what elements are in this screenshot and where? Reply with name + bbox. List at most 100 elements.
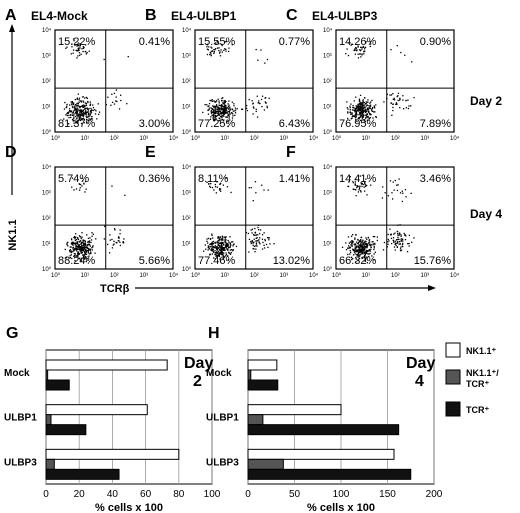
x-tick-label: 10² xyxy=(110,136,119,142)
plot-frame xyxy=(45,349,213,485)
bar-mock-series-0 xyxy=(45,359,168,371)
panel-letter: B xyxy=(145,7,157,24)
quadrant-ul-value: 14.41% xyxy=(339,173,377,185)
x-axis-label: % cells x 100 xyxy=(307,502,375,513)
bar-ulbp1-series-2 xyxy=(247,424,400,436)
x-tick-label: 10² xyxy=(250,136,259,142)
x-tick-label: 40 xyxy=(107,489,119,500)
quadrant-ul-value: 8.11% xyxy=(198,173,229,185)
x-tick-label: 0 xyxy=(245,489,251,500)
legend-item: TCR⁺ xyxy=(445,401,489,417)
y-tick-label: 10¹ xyxy=(42,105,51,111)
x-tick-label: 10⁴ xyxy=(450,135,460,142)
x-tick-label: 10⁰ xyxy=(51,135,61,142)
y-tick-label: 10² xyxy=(42,79,51,85)
category-label: ULBP3 xyxy=(4,457,37,468)
panel-title: EL4-Mock xyxy=(31,9,88,23)
x-tick-label: 10³ xyxy=(421,136,430,142)
y-tick-label: 10² xyxy=(42,216,51,222)
category-label: Mock xyxy=(206,368,232,379)
legend-item: NK1.1⁺ xyxy=(445,342,497,358)
x-tick-label: 10³ xyxy=(421,273,430,279)
y-tick-label: 10¹ xyxy=(42,242,51,248)
bar-ulbp3-series-0 xyxy=(45,448,180,460)
panel-letter: C xyxy=(286,7,298,24)
bar-ulbp3-series-1 xyxy=(247,458,284,470)
category-label: Mock xyxy=(4,368,30,379)
y-tick-label: 10³ xyxy=(182,191,191,197)
quadrant-lr-value: 3.00% xyxy=(139,118,170,130)
bar-ulbp1-series-1 xyxy=(45,414,52,426)
panel-letter: E xyxy=(145,144,156,161)
event-dots xyxy=(203,177,275,262)
quadrant-ul-value: 14.26% xyxy=(339,36,377,48)
y-tick-label: 10³ xyxy=(182,54,191,60)
bar-mock-series-1 xyxy=(45,369,49,381)
y-tick-label: 10⁴ xyxy=(323,164,333,171)
legend-swatch xyxy=(445,342,461,358)
legend: NK1.1⁺ NK1.1⁺/TCR⁺ TCR⁺ xyxy=(445,342,499,417)
event-dots xyxy=(63,38,129,125)
quadrant-ur-value: 1.41% xyxy=(279,173,310,185)
panel-letter: G xyxy=(6,325,18,342)
legend-item: NK1.1⁺/TCR⁺ xyxy=(445,368,499,389)
bar-charts: G0 20 40 60 80 100% cells x 100MockULBP1ULBP3… xyxy=(4,325,443,513)
quadrant-lr-value: 5.66% xyxy=(139,255,170,267)
x-tick-label: 10⁴ xyxy=(169,272,179,279)
y-tick-label: 10⁴ xyxy=(182,164,192,171)
x-tick-label: 10¹ xyxy=(81,136,90,142)
quadrant-lr-value: 6.43% xyxy=(279,118,310,130)
x-tick-label: 10¹ xyxy=(362,273,371,279)
x-tick-label: 60 xyxy=(140,489,152,500)
x-tick-label: 10² xyxy=(391,136,400,142)
category-label: ULBP1 xyxy=(206,413,239,424)
y-tick-label: 10⁰ xyxy=(182,129,192,136)
bar-ulbp1-series-1 xyxy=(247,414,264,426)
bar-mock-series-2 xyxy=(45,379,70,391)
y-tick-label: 10⁰ xyxy=(323,129,333,136)
category-label: ULBP3 xyxy=(206,457,239,468)
panel-title: EL4-ULBP3 xyxy=(312,9,378,23)
legend-label: TCR⁺ xyxy=(466,405,489,415)
y-tick-label: 10⁴ xyxy=(323,27,333,34)
quadrant-lr-value: 7.89% xyxy=(420,118,451,130)
event-dots xyxy=(202,40,270,128)
quadrant-ul-value: 15.55% xyxy=(198,36,236,48)
legend-label: NK1.1⁺/ xyxy=(466,368,499,378)
x-tick-label: 10⁴ xyxy=(169,135,179,142)
quadrant-ur-value: 0.41% xyxy=(139,36,170,48)
x-tick-label: 200 xyxy=(426,489,443,500)
x-tick-label: 10³ xyxy=(140,136,149,142)
bar-chart-g: G 0 20 40 60 80 100 % cells x 100 Mock ULBP1 ULBP3… xyxy=(4,325,221,513)
quadrant-ul-value: 5.74% xyxy=(58,173,89,185)
quadrant-ll-value: 77.25% xyxy=(198,118,236,130)
x-tick-label: 100 xyxy=(204,489,221,500)
x-tick-label: 10² xyxy=(250,273,259,279)
panel-letter: D xyxy=(5,144,17,161)
legend-swatch xyxy=(445,369,461,385)
y-tick-label: 10⁰ xyxy=(42,266,52,273)
event-dots xyxy=(345,41,415,123)
quadrant-ll-value: 77.46% xyxy=(198,255,236,267)
y-tick-label: 10² xyxy=(182,79,191,85)
legend-swatch xyxy=(445,401,461,417)
y-tick-label: 10⁴ xyxy=(42,27,52,34)
x-tick-label: 0 xyxy=(43,489,49,500)
x-tick-label: 50 xyxy=(289,489,301,500)
x-axis-label: % cells x 100 xyxy=(95,502,163,513)
y-tick-label: 10¹ xyxy=(182,105,191,111)
legend-label: NK1.1⁺ xyxy=(466,346,497,356)
bar-ulbp3-series-1 xyxy=(45,458,55,470)
nk11-axis-label: NK1.1 xyxy=(7,24,19,251)
bar-ulbp3-series-0 xyxy=(247,448,395,460)
bar-mock-series-0 xyxy=(247,359,278,371)
plot-frame xyxy=(194,166,314,270)
y-tick-label: 10⁴ xyxy=(42,164,52,171)
panel-letter: F xyxy=(286,144,296,161)
plot-frame xyxy=(194,29,314,133)
x-tick-label: 80 xyxy=(173,489,185,500)
quadrant-ur-value: 0.90% xyxy=(420,36,451,48)
